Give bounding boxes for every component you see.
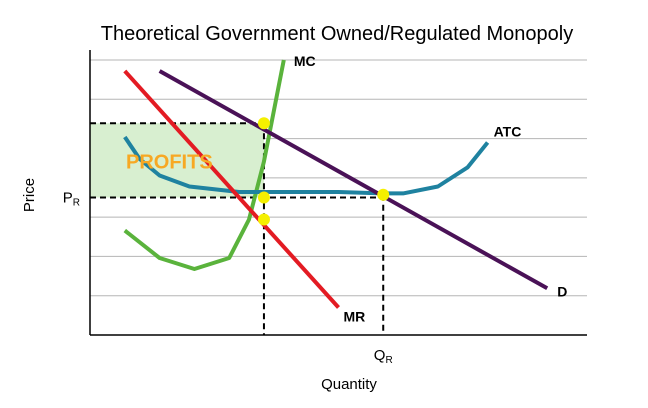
label-d: D <box>557 283 567 299</box>
axes <box>89 50 587 336</box>
equilibrium-point <box>377 188 390 201</box>
equilibrium-point <box>257 213 270 226</box>
y-tick-label: PR <box>63 190 80 209</box>
x-axis-label: Quantity <box>321 376 377 393</box>
profits-rect <box>90 123 264 198</box>
label-mc: MC <box>294 53 316 69</box>
curve-atc <box>123 135 490 196</box>
profits-label: PROFITS <box>126 151 213 173</box>
x-tick-label: QR <box>374 347 393 366</box>
profits-area <box>90 123 264 198</box>
curve-labels: MC ATC MR D PROFITS PR QR <box>63 53 568 366</box>
label-mr: MR <box>344 309 366 325</box>
label-atc: ATC <box>494 124 522 140</box>
equilibrium-point <box>257 117 270 130</box>
curve-mr <box>123 69 340 309</box>
equilibrium-point <box>257 191 270 204</box>
y-axis-label: Price <box>21 178 38 212</box>
curve-mc <box>123 59 286 271</box>
curves <box>123 59 549 309</box>
points <box>257 117 390 226</box>
chart-title: Theoretical Government Owned/Regulated M… <box>101 23 573 45</box>
curve-d <box>158 69 549 291</box>
